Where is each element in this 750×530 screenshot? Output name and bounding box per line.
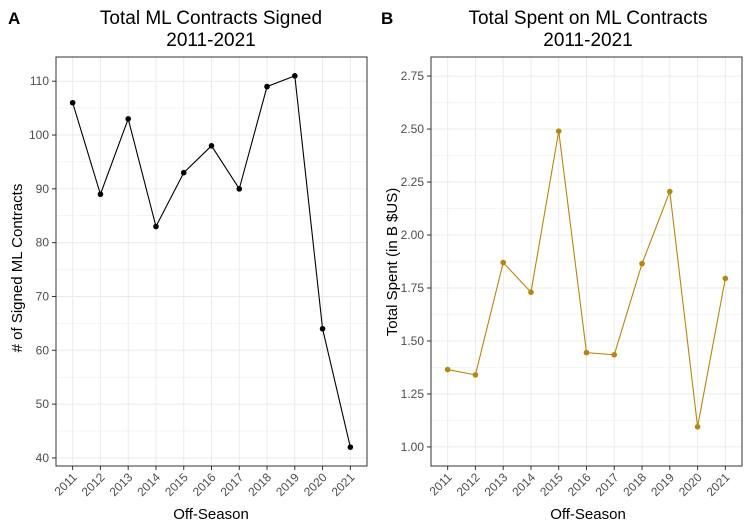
panel-b-title-line-2: 2011-2021 [543,30,632,51]
panel-a-data-point [208,142,215,149]
panel-b-data-point [444,366,451,373]
panel-a-data-point [125,116,131,122]
panel-a-x-tick-label: 2017 [218,470,247,499]
panel-b-data-point [667,188,673,195]
panel-b-x-tick-label: 2014 [509,470,538,499]
panel-a-y-tick-label: 80 [36,236,50,250]
panel-b-x-tick-label: 2016 [565,470,594,499]
panel-a-title-line-1: Total ML Contracts Signed [100,8,322,29]
panel-b-x-tick-label: 2020 [676,470,705,499]
panel-b-x-tick-label: 2018 [620,470,649,499]
panel-b-x-tick-label: 2015 [537,470,566,499]
panel-b-x-tick-label: 2011 [427,470,455,498]
panel-b-x-tick-label: 2012 [454,470,483,499]
panel-a-x-tick-label: 2013 [107,470,136,499]
panel-b-x-axis-title: Off-Season [550,506,626,523]
panel-b-data-point [583,349,590,356]
panel-a-x-tick-label: 2018 [245,470,274,499]
panel-b-data-point [639,260,645,267]
panel-a-y-tick-label: 90 [36,182,50,196]
panel-b-data-point [528,289,534,296]
panel-b-x-tick-label: 2013 [482,470,511,499]
panel-b-data-point [611,351,618,358]
panel-a-x-tick-label: 2016 [190,470,219,499]
panel-a-x-tick-label: 2012 [79,470,108,499]
panel-a-data-point [236,186,243,192]
panel-a-tag: A [8,9,20,28]
panel-b-y-tick-label: 1.75 [401,281,425,295]
panel-b-data-point [472,372,479,378]
panel-b-y-tick-label: 1.00 [401,440,425,454]
panel-a-panel-border [55,56,368,467]
panel-b-y-tick-label: 2.50 [401,122,425,136]
panel-b-y-tick-label: 2.25 [401,175,425,189]
panel-b-data-point [722,275,729,282]
panel-a-x-tick-label: 2014 [134,470,163,499]
panel-a-y-tick-label: 100 [29,128,49,142]
panel-a-y-tick-label: 70 [36,289,50,303]
panel-a-y-axis-title: # of Signed ML Contracts [9,184,26,353]
panel-a-x-tick-label: 2015 [162,470,191,499]
panel-b-x-tick-label: 2019 [648,470,677,499]
panel-a-title-line-2: 2011-2021 [166,30,255,51]
panel-b-x-tick-label: 2017 [593,470,622,499]
panel-a-data-point [347,444,354,450]
panel-b-plot: 1.00 1.25 1.50 1.75 2.00 2.25 2.50 2.75 20112012… [401,56,743,499]
panel-b-panel-border [430,56,743,467]
panel-a-data-point [69,99,76,106]
panel-b-y-tick-label: 2.75 [401,69,425,83]
panel-b-y-tick-label: 1.50 [401,334,425,348]
panel-a-y-tick-label: 50 [36,397,50,411]
panel-a-x-tick-label: 2011 [52,470,80,498]
panel-b-y-tick-label: 1.25 [401,387,425,401]
panel-b-tag: B [381,9,393,28]
panel-a-data-point [180,169,187,176]
panel-b-x-tick-label: 2021 [704,470,733,499]
panel-a-x-axis-title: Off-Season [173,506,249,523]
panel-a-y-tick-label: 40 [36,451,50,465]
panel-b-data-point [694,423,701,430]
panel-b-title-line-1: Total Spent on ML Contracts [468,8,707,29]
panel-a-data-point [264,83,270,90]
panel-a-data-point [319,325,326,332]
panel-a-x-tick-label: 2021 [329,470,358,499]
panel-b-data-point [555,128,562,134]
panel-a-x-tick-label: 2020 [301,470,330,499]
panel-b-y-axis-title: Total Spent (in B $US) [384,188,401,336]
panel-a-x-tick-label: 2019 [273,470,302,499]
panel-a-y-tick-label: 110 [30,74,49,88]
panel-b-data-point [500,259,506,266]
panel-a-data-point [292,73,298,79]
panel-a-data-point [97,191,104,198]
panel-a-y-tick-label: 60 [36,343,50,357]
panel-a-plot: 4050607080901001102011201220132014201520… [29,56,368,499]
panel-a-data-point [153,223,159,230]
panel-b-y-tick-label: 2.00 [401,228,425,242]
